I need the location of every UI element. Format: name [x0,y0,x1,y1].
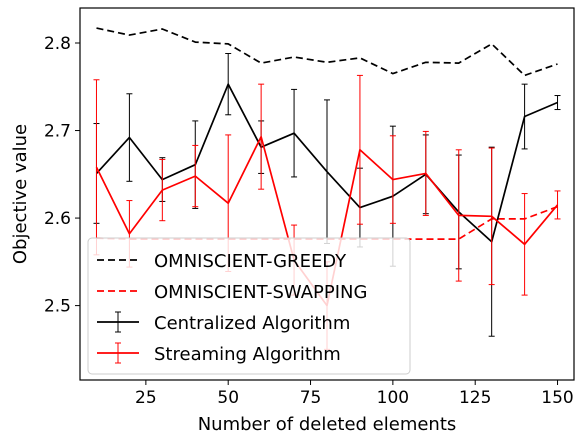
x-axis: 25 50 75 100 125 150 [135,380,574,408]
series-line [96,205,558,240]
legend: OMNISCIENT-GREEDY OMNISCIENT-SWAPPING Cent… [87,237,411,375]
y-tick-label: 2.7 [44,122,71,142]
series-line [95,83,558,243]
series-line [96,27,558,77]
series-omniscient-swapping [96,205,558,240]
plot-frame [79,7,575,381]
legend-label: Centralized Algorithm [154,313,350,334]
legend-item-omniscient-swapping: OMNISCIENT-SWAPPING [97,282,367,303]
legend-item-centralized-algorithm: Centralized Algorithm [97,311,350,334]
legend-item-omniscient-greedy: OMNISCIENT-GREEDY [97,251,347,272]
legend-box [87,237,411,375]
x-tick-label: 75 [300,388,322,408]
legend-label: Streaming Algorithm [154,344,341,365]
x-tick-label: 125 [459,388,491,408]
series-omniscient-greedy [96,27,558,77]
legend-item-streaming-algorithm: Streaming Algorithm [97,342,341,365]
y-tick-label: 2.5 [44,297,71,317]
x-tick-label: 100 [377,388,409,408]
x-axis-label: Number of deleted elements [198,414,457,435]
y-tick-label: 2.6 [44,209,71,229]
x-tick-label: 25 [135,388,157,408]
y-axis: 2.5 2.6 2.7 2.8 [44,34,80,317]
x-tick-label: 50 [217,388,239,408]
y-axis-label: Objective value [10,124,31,264]
x-tick-label: 150 [541,388,573,408]
legend-label: OMNISCIENT-GREEDY [154,251,347,272]
y-tick-label: 2.8 [44,34,71,54]
legend-label: OMNISCIENT-SWAPPING [154,282,367,303]
